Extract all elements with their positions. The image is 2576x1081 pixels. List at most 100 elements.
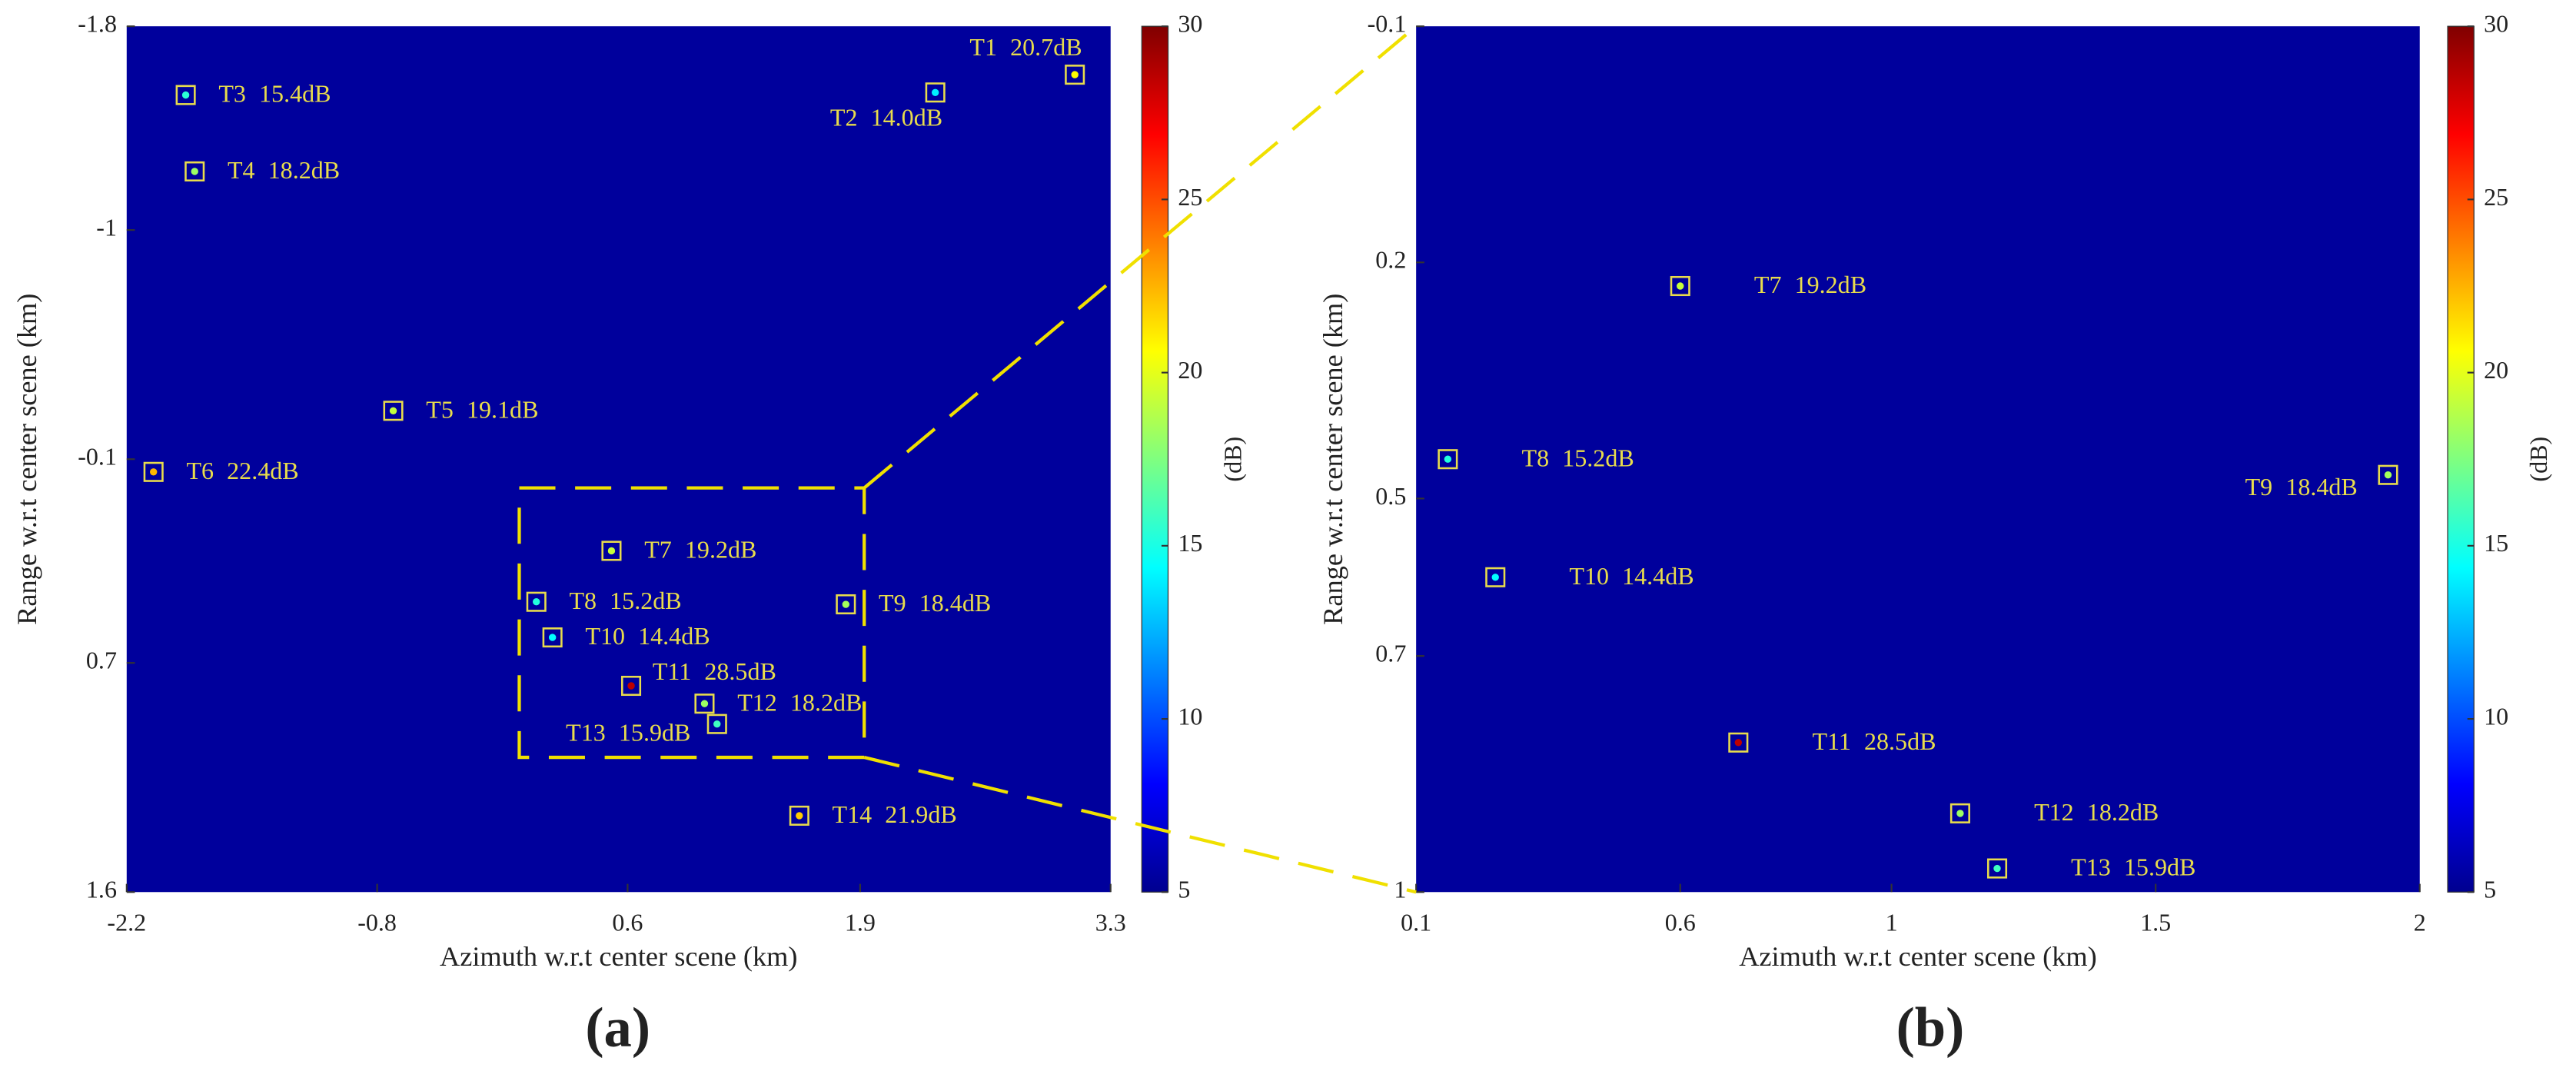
target: T9 18.4dB [836,590,991,617]
x-tick-label: -2.2 [107,908,146,936]
target-label: T13 15.9dB [2071,853,2195,881]
y-tick-label: -0.1 [1368,10,1407,38]
target: T4 18.2dB [184,156,340,184]
x-tick-label: -0.8 [357,908,397,936]
target-box [1986,858,2008,879]
plot-background [1416,26,2420,893]
zoom-indicator [517,25,1418,894]
x-axis-label: Azimuth w.r.t center scene (km) [1739,941,2097,972]
x-tick-label: 0.6 [612,908,643,936]
target-dot [607,547,616,555]
target-value-label: 22.4dB [227,457,298,484]
target-name: T10 [1569,562,1609,590]
target-label: T11 28.5dB [1812,727,1936,755]
panel-label: (b) [1896,996,1965,1059]
target-dot [1491,574,1499,581]
target-label: T8 15.2dB [569,587,681,614]
x-tick-label: 1.9 [845,908,876,936]
target-dot [191,168,198,175]
colorbar-tick-label: 30 [1178,10,1202,38]
target-name: T7 [644,536,672,564]
target: T10 14.4dB [542,623,710,650]
target-box [175,85,196,105]
colorbar-tick-label: 5 [1178,876,1190,903]
target-value-label: 14.4dB [1622,562,1694,590]
target-dot [1444,455,1452,463]
target-dot [533,598,540,606]
plot-background [126,26,1111,893]
colorbar-label: (dB) [2524,437,2552,482]
target-label: T10 14.4dB [585,623,710,650]
colorbar-tick-label: 25 [1178,183,1202,211]
target-box [789,805,809,826]
target-box [706,713,727,734]
target: T11 28.5dB [1728,727,1936,755]
target-value-label: 19.2dB [1795,271,1866,299]
target-value-label: 19.1dB [467,396,538,424]
target-box [621,675,642,697]
target-label: T11 28.5dB [653,657,776,685]
panel-label: (a) [585,996,650,1059]
target-value-label: 14.0dB [871,104,942,131]
target-value-label: 15.2dB [1562,444,1634,472]
target-dot [700,700,709,707]
target-label: T12 18.2dB [737,689,862,717]
target-label: T9 18.4dB [2245,473,2358,501]
target-dot [181,91,190,99]
target-label: T6 22.4dB [186,457,298,484]
target-value-label: 15.2dB [610,587,681,614]
target-name: T12 [737,689,777,717]
x-axis-label: Azimuth w.r.t center scene (km) [440,941,798,972]
target-dot [1677,282,1684,290]
target-box [542,627,563,648]
target-dot [713,720,721,728]
target-box [1485,567,1506,587]
target-box [143,461,164,482]
target-dot [1956,810,1964,817]
target-value-label: 28.5dB [1864,727,1936,755]
x-tick-label: 2 [2414,908,2426,936]
target-label: T12 18.2dB [2034,798,2159,826]
target-box [1949,803,1970,823]
target-dot [1071,71,1079,78]
target-dot [931,88,939,97]
target-name: T8 [569,587,597,614]
colorbar-tick-label: 25 [2484,183,2508,211]
y-axis-label: Range w.r.t center scene (km) [12,294,42,625]
x-tick-label: 0.1 [1401,908,1431,936]
target-name: T11 [653,657,691,685]
y-tick-label: 1.6 [86,876,117,903]
x-tick-label: 1.5 [2140,908,2171,936]
target: T14 21.9dB [789,800,957,828]
target-label: T9 18.4dB [879,590,991,617]
target-value-label: 15.4dB [259,80,331,108]
target: T7 19.2dB [601,536,756,564]
target-box [1065,65,1085,85]
target: T11 28.5dB [621,657,776,697]
colorbar-tick-label: 20 [1178,356,1202,384]
zoom-box [517,486,866,760]
target-label: T1 20.7dB [969,33,1082,61]
colorbar-tick-label: 30 [2484,10,2508,38]
y-tick-label: -1 [96,214,117,241]
target-box [836,594,856,615]
target-value-label: 18.2dB [2087,798,2159,826]
target-label: T4 18.2dB [228,156,340,184]
target: T3 15.4dB [175,80,331,108]
target-dot [389,407,397,415]
target-label: T14 21.9dB [833,800,957,828]
target: T1 20.7dB [969,33,1085,85]
target-name: T9 [879,590,906,617]
panel: 0.1 0.6 1 1.5 2 -0.1 0.2 0.5 0.7 1 Azimuth w.r.t c… [1318,10,2552,1059]
x-tick-label: 3.3 [1095,908,1126,936]
target-label: T5 19.1dB [426,396,538,424]
colorbar-tick-label: 10 [1178,702,1202,730]
target: T12 18.2dB [694,689,862,717]
target-name: T5 [426,396,454,424]
colorbar-tick-label: 5 [2484,876,2496,903]
target-box [383,401,404,421]
target-label: T7 19.2dB [644,536,756,564]
target-name: T12 [2034,798,2074,826]
target-name: T4 [228,156,255,184]
target: T12 18.2dB [1949,798,2159,826]
